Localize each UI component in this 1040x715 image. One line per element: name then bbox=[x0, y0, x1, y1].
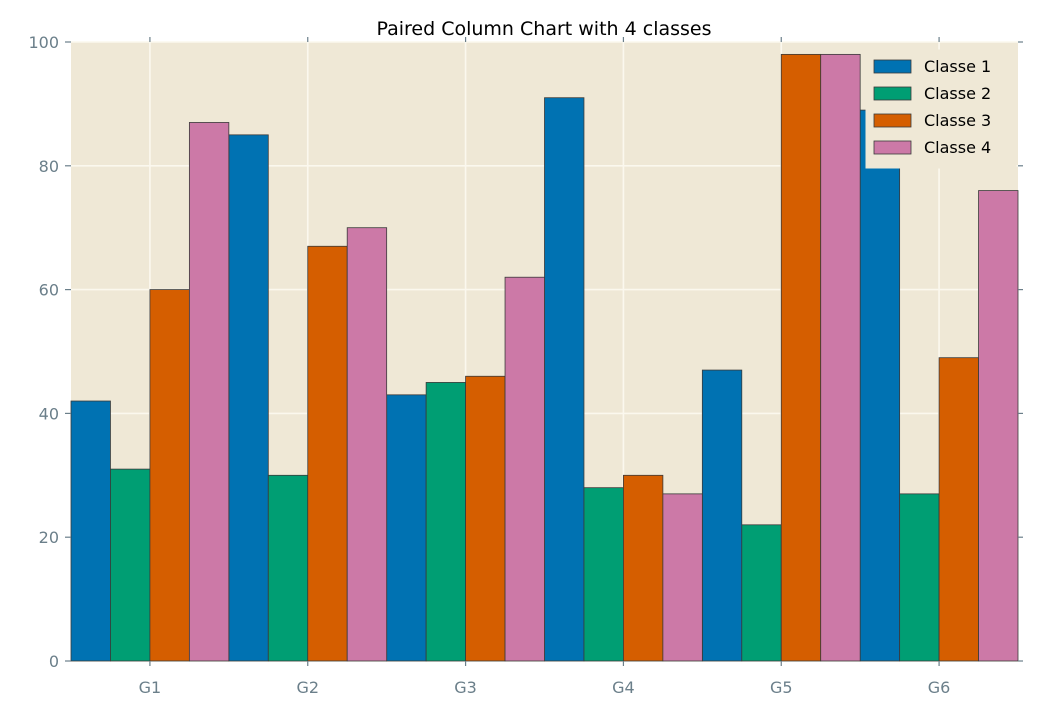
bar-classe-3-g2 bbox=[307, 245, 348, 662]
x-tick-label: G2 bbox=[296, 678, 319, 697]
y-tick-label: 40 bbox=[39, 404, 59, 423]
bar-classe-4-g3 bbox=[504, 276, 545, 662]
bar-classe-4-g6 bbox=[978, 190, 1019, 662]
y-tick-label: 80 bbox=[39, 157, 59, 176]
legend-swatch bbox=[873, 86, 912, 101]
legend-label: Classe 1 bbox=[924, 57, 991, 76]
bar-classe-4-g4 bbox=[662, 493, 703, 662]
bar-classe-1-g1 bbox=[70, 400, 111, 662]
bar-classe-3-g1 bbox=[149, 289, 190, 662]
x-tick-label: G1 bbox=[139, 678, 162, 697]
legend-swatch bbox=[873, 140, 912, 155]
bar-classe-1-g4 bbox=[544, 97, 585, 662]
y-tick-label: 60 bbox=[39, 281, 59, 300]
bar-classe-1-g5 bbox=[701, 369, 743, 662]
axes: 0 20 40 60 80 100 G1 G2 G3 G4 G5 G6 bbox=[28, 33, 1023, 697]
bar-classe-2-g3 bbox=[425, 382, 466, 662]
x-tick-label: G4 bbox=[612, 678, 635, 697]
bar-classe-4-g2 bbox=[346, 227, 388, 662]
chart-title: Paired Column Chart with 4 classes bbox=[377, 18, 712, 40]
bar-classe-1-g6 bbox=[859, 109, 901, 662]
bar-classe-4-g1 bbox=[188, 122, 230, 662]
bar-classe-2-g6 bbox=[899, 493, 940, 662]
legend-label: Classe 4 bbox=[924, 138, 991, 157]
legend-label: Classe 3 bbox=[924, 111, 991, 130]
x-tick-label: G3 bbox=[454, 678, 477, 697]
legend-swatch bbox=[873, 59, 912, 74]
bar-classe-3-g4 bbox=[623, 474, 664, 662]
bars bbox=[70, 53, 1019, 662]
y-tick-label: 100 bbox=[28, 33, 59, 52]
x-tick-label: G6 bbox=[928, 678, 951, 697]
bar-classe-2-g4 bbox=[583, 487, 624, 662]
y-tick-label: 20 bbox=[39, 528, 59, 547]
legend: Classe 1 Classe 2 Classe 3 Classe 4 bbox=[865, 49, 1017, 169]
legend-swatch bbox=[873, 113, 912, 128]
bar-classe-1-g3 bbox=[386, 394, 427, 662]
bar-classe-3-g3 bbox=[465, 375, 506, 662]
bar-classe-1-g2 bbox=[228, 134, 269, 662]
y-tick-label: 0 bbox=[49, 652, 59, 671]
x-tick-label: G5 bbox=[770, 678, 793, 697]
bar-classe-2-g5 bbox=[741, 524, 782, 662]
bar-classe-2-g2 bbox=[267, 474, 309, 662]
bar-classe-4-g5 bbox=[820, 53, 861, 662]
bar-classe-3-g5 bbox=[780, 53, 822, 662]
legend-label: Classe 2 bbox=[924, 84, 991, 103]
bar-classe-2-g1 bbox=[110, 468, 151, 662]
bar-classe-3-g6 bbox=[938, 357, 979, 662]
